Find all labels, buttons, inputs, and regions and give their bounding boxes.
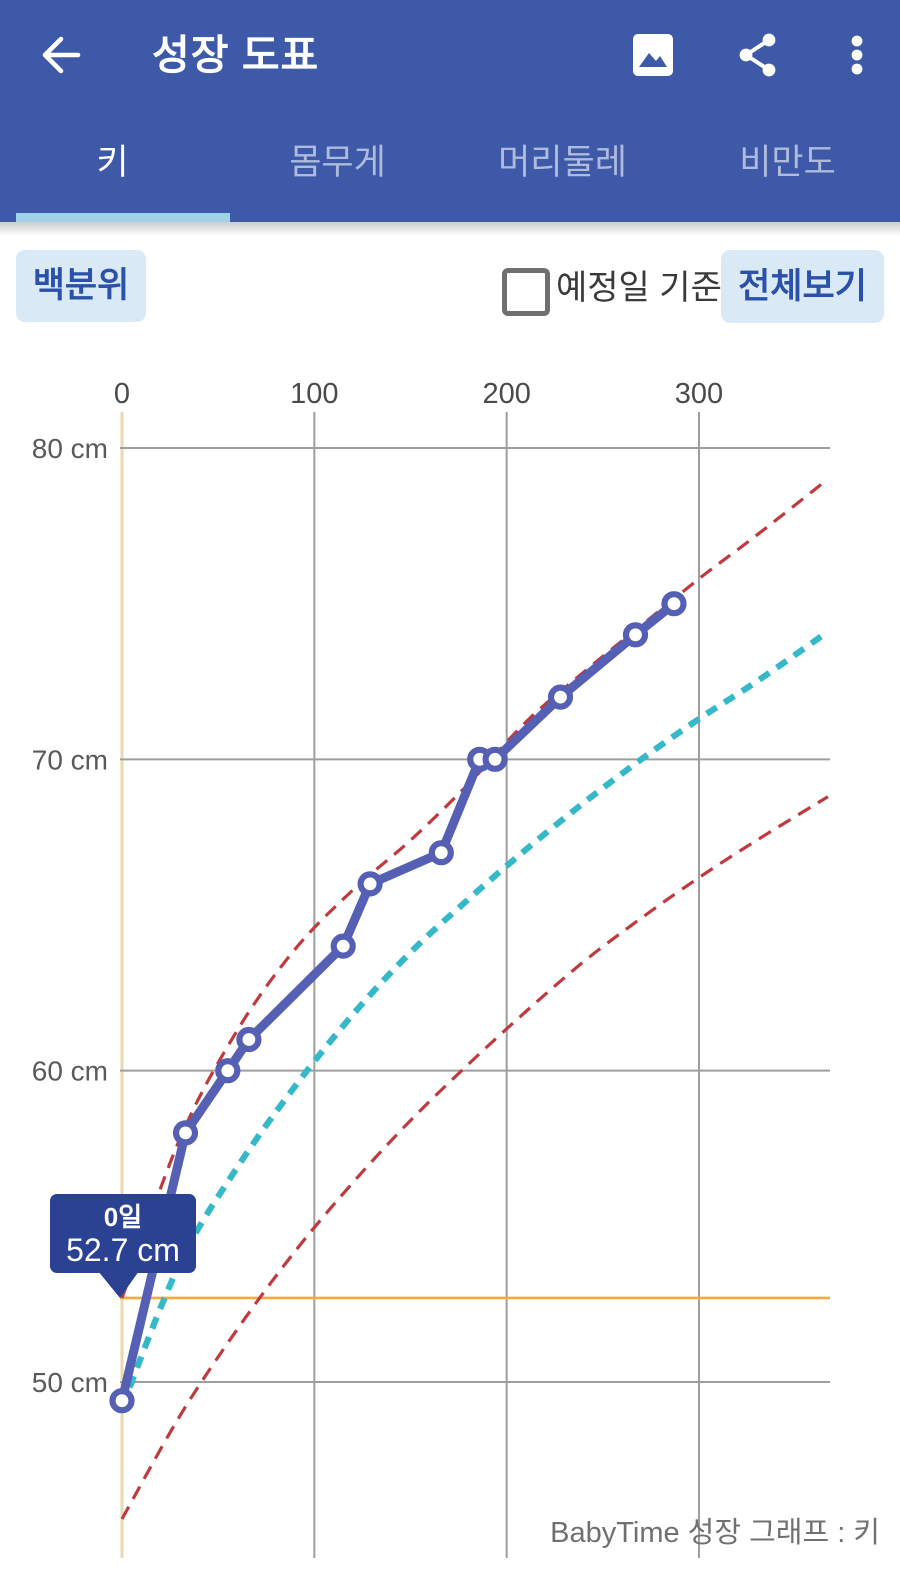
data-point[interactable]	[109, 1388, 135, 1414]
growth-chart-canvas[interactable]: 0 100 200 300 80 cm 70 cm 60 cm 50 cm BabyTime …	[0, 330, 900, 1583]
tab-head-circumference[interactable]: 머리둘레	[450, 110, 675, 222]
x-axis-tick-label: 100	[290, 378, 338, 410]
due-date-checkbox[interactable]	[502, 268, 550, 316]
curve-percentile-3	[120, 795, 829, 1520]
data-point[interactable]	[661, 591, 687, 617]
y-axis-tick-label: 80 cm	[32, 433, 108, 464]
percentile-button[interactable]: 백분위	[16, 250, 146, 322]
share-icon[interactable]	[735, 31, 783, 79]
data-point[interactable]	[236, 1026, 262, 1053]
data-point[interactable]	[172, 1120, 199, 1146]
tab-bmi[interactable]: 비만도	[675, 110, 900, 222]
data-point[interactable]	[428, 840, 454, 866]
view-all-button[interactable]: 전체보기	[721, 250, 884, 323]
tooltip-pointer	[98, 1271, 139, 1298]
app-bar: 성장 도표	[0, 0, 900, 110]
tab-weight-label: 몸무게	[289, 143, 386, 182]
curve-percentile-97	[120, 477, 829, 1299]
x-axis-tick-label: 300	[675, 378, 723, 410]
save-image-icon[interactable]	[629, 31, 677, 79]
tooltip-value: 52.7 cm	[66, 1232, 180, 1268]
tooltip-title: 0일	[104, 1202, 142, 1232]
back-arrow-icon[interactable]	[36, 31, 84, 79]
y-axis-tick-label: 60 cm	[32, 1056, 108, 1087]
data-point[interactable]	[215, 1058, 241, 1084]
tab-bar: 키 몸무게 머리둘레 비만도	[0, 110, 900, 222]
due-date-checkbox-label: 예정일 기준	[556, 269, 722, 307]
tab-height[interactable]: 키	[0, 110, 230, 222]
data-point[interactable]	[330, 933, 356, 959]
x-axis-tick-label: 0	[114, 378, 130, 410]
header-shadow	[0, 222, 900, 236]
y-axis-tick-label: 50 cm	[32, 1367, 108, 1398]
height-series-line	[117, 599, 679, 1406]
tooltip: 0일 52.7 cm	[50, 1194, 196, 1298]
overflow-menu-icon[interactable]	[833, 31, 881, 79]
curve-percentile-50	[119, 629, 830, 1409]
data-point[interactable]	[547, 684, 574, 710]
tab-weight[interactable]: 몸무게	[225, 110, 450, 222]
tab-bmi-label: 비만도	[739, 143, 836, 182]
x-axis-tick-label: 200	[482, 378, 530, 410]
tooltip-box	[50, 1194, 196, 1273]
chart-watermark: BabyTime 성장 그래프 : 키	[550, 1517, 880, 1549]
data-point[interactable]	[622, 622, 649, 648]
data-point[interactable]	[482, 746, 508, 772]
active-tab-indicator	[16, 213, 230, 222]
y-axis-tick-label: 70 cm	[32, 744, 108, 775]
data-point[interactable]	[357, 871, 383, 897]
page-title: 성장 도표	[152, 32, 320, 78]
tab-head-circumference-label: 머리둘레	[498, 143, 627, 182]
tab-height-label: 키	[96, 143, 129, 182]
